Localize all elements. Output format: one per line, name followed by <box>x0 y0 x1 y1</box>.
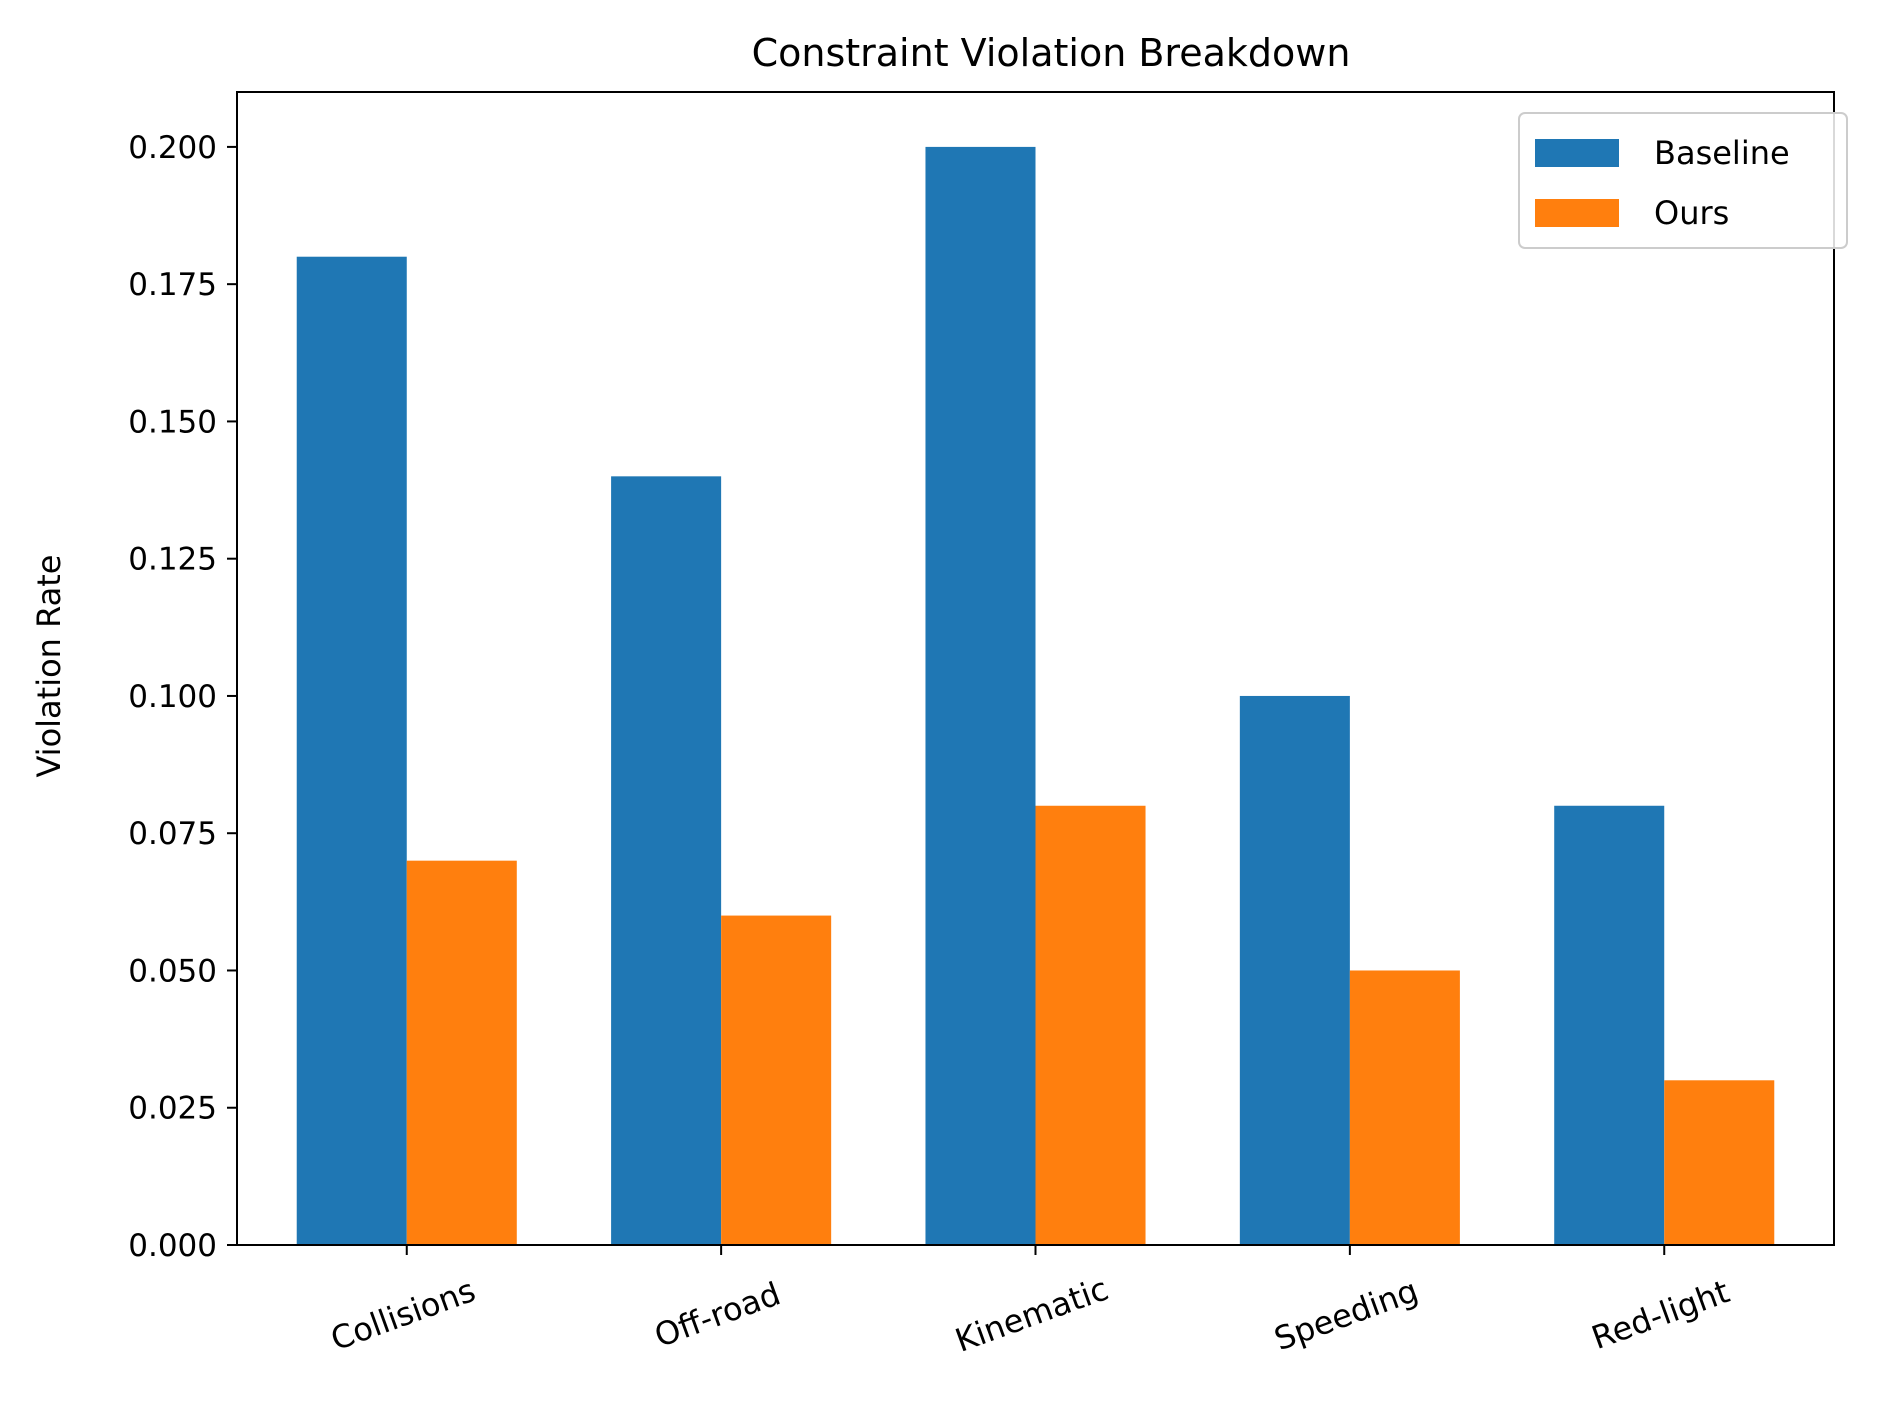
y-tick-label: 0.100 <box>128 679 217 715</box>
chart-title: Constraint Violation Breakdown <box>752 31 1351 75</box>
legend-label-baseline: Baseline <box>1654 134 1790 172</box>
bar-ours-off-road <box>721 915 832 1245</box>
x-tick-label-speeding: Speeding <box>1269 1271 1423 1358</box>
y-tick-label: 0.175 <box>128 267 217 303</box>
legend-swatch-baseline <box>1535 139 1619 167</box>
bar-baseline-collisions <box>296 256 407 1246</box>
x-tick-label-off-road: Off-road <box>649 1274 785 1354</box>
y-tick-label: 0.125 <box>128 542 217 578</box>
bar-baseline-kinematic <box>925 146 1036 1245</box>
legend: Baseline Ours <box>1518 112 1848 249</box>
y-tick-label: 0.200 <box>128 130 217 166</box>
bar-ours-red-light <box>1664 1080 1775 1245</box>
y-tick-label: 0.050 <box>128 953 217 989</box>
bar-baseline-speeding <box>1239 695 1350 1245</box>
bars-layer <box>296 146 1775 1246</box>
x-tick-label-collisions: Collisions <box>326 1271 481 1358</box>
bar-ours-speeding <box>1349 970 1460 1245</box>
y-tick-label: 0.025 <box>128 1091 217 1127</box>
legend-label-ours: Ours <box>1654 194 1729 232</box>
bar-baseline-red-light <box>1554 805 1665 1245</box>
y-tick-label: 0.000 <box>128 1228 217 1264</box>
y-tick-label: 0.075 <box>128 816 217 852</box>
y-axis-label: Violation Rate <box>30 555 68 778</box>
bar-ours-kinematic <box>1035 805 1146 1245</box>
legend-swatch-ours <box>1535 199 1619 227</box>
x-tick-label-kinematic: Kinematic <box>950 1270 1113 1360</box>
x-tick-label-red-light: Red-light <box>1587 1272 1735 1357</box>
bar-baseline-off-road <box>611 476 722 1246</box>
y-tick-label: 0.150 <box>128 404 217 440</box>
bar-ours-collisions <box>406 860 517 1245</box>
